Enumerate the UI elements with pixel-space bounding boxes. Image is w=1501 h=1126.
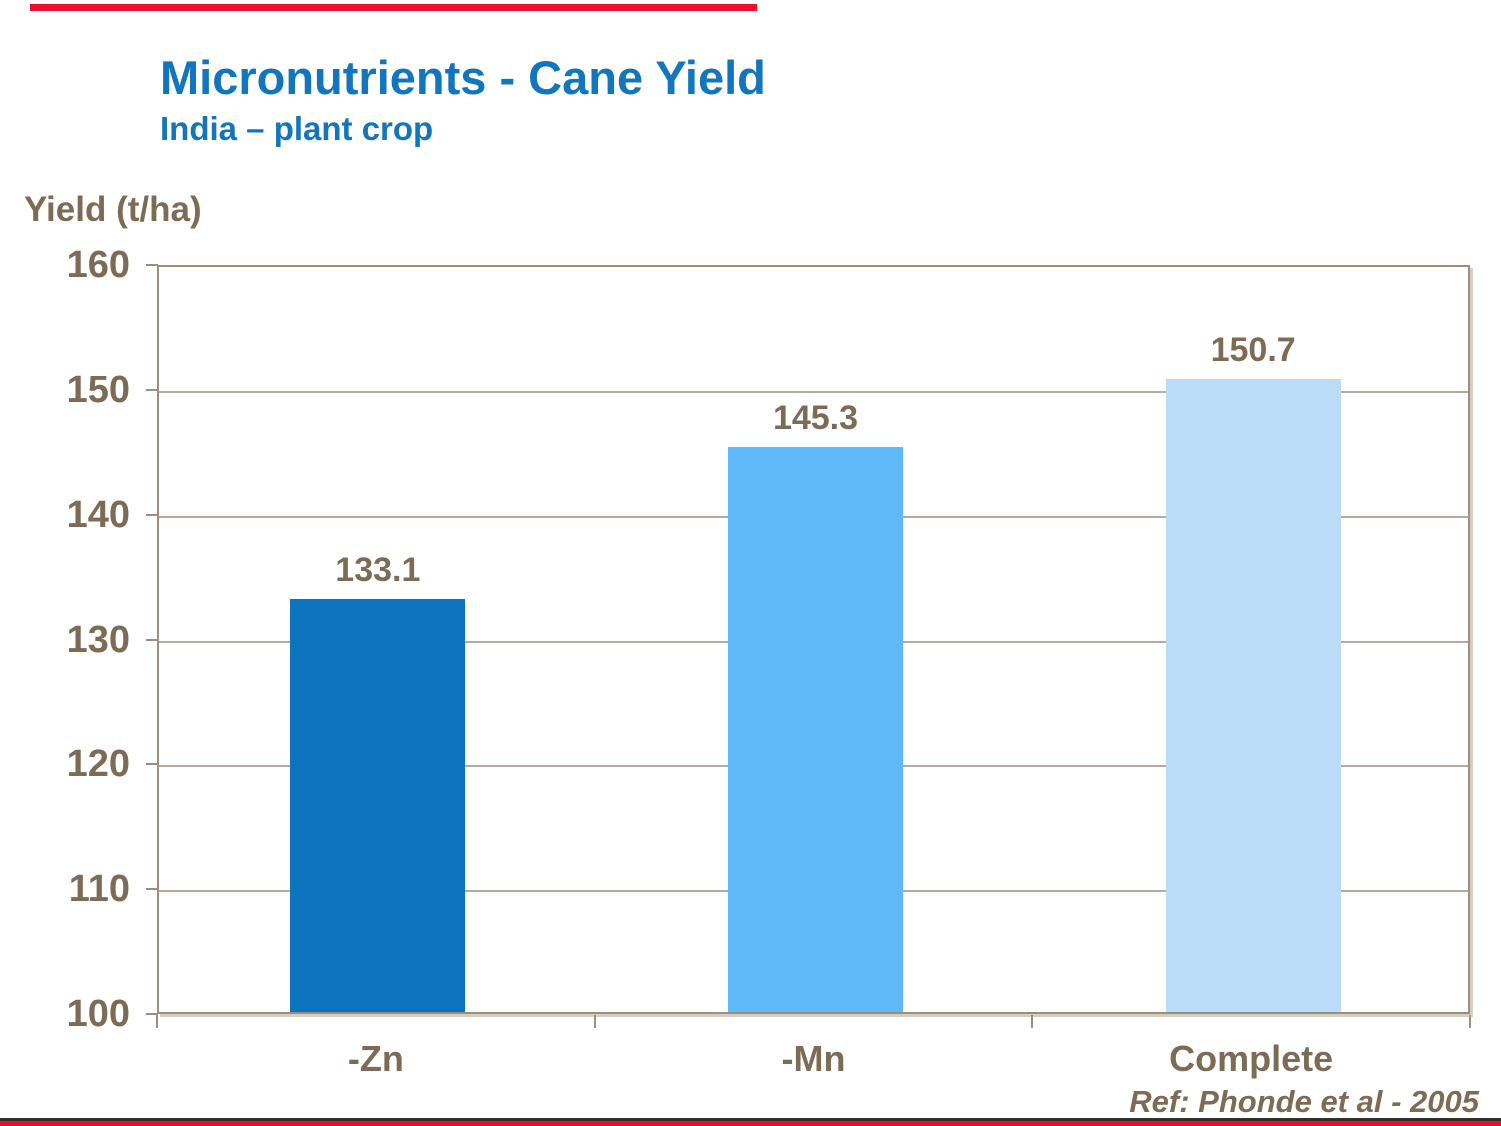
- y-tick-label-100: 100: [66, 993, 130, 1035]
- y-tick-mark-160: [146, 264, 158, 266]
- y-tick-label-120: 120: [66, 743, 130, 786]
- slide-subtitle: India – plant crop: [160, 109, 434, 147]
- bar--Zn: [290, 598, 466, 1012]
- y-tick-label-110: 110: [68, 868, 130, 911]
- x-tick-mark-3: [1469, 1015, 1471, 1028]
- data-label--Mn: 145.3: [772, 398, 859, 437]
- y-tick-mark-150: [146, 388, 158, 391]
- y-tick-mark-140: [146, 513, 158, 516]
- x-tick-mark-1: [593, 1015, 596, 1028]
- footer-rule: [0, 1118, 1501, 1121]
- gridline-150: [159, 390, 1468, 393]
- bottom-accent-red-bar: [0, 1121, 1501, 1126]
- x-tick-mark-0: [156, 1015, 158, 1028]
- slide-title: Micronutrients - Cane Yield: [160, 51, 766, 104]
- data-label--Zn: 133.1: [335, 550, 421, 589]
- y-axis-title: Yield (t/ha): [24, 190, 202, 229]
- y-tick-mark-110: [146, 888, 158, 891]
- x-tick-mark-2: [1031, 1015, 1034, 1028]
- y-tick-mark-100: [146, 1013, 158, 1015]
- y-tick-label-160: 160: [66, 244, 130, 286]
- y-tick-label-140: 140: [66, 493, 130, 536]
- y-tick-label-150: 150: [66, 368, 130, 411]
- y-tick-label-130: 130: [66, 618, 130, 661]
- x-tick-label--Zn: -Zn: [347, 1038, 404, 1079]
- data-label-Complete: 150.7: [1210, 331, 1296, 370]
- top-accent-red-bar: [30, 4, 757, 11]
- chart-plot-area: 133.1 145.3 150.7: [157, 265, 1470, 1014]
- x-tick-label-Complete: Complete: [1169, 1038, 1334, 1079]
- x-tick-label--Mn: -Mn: [781, 1038, 846, 1079]
- bar--Mn: [728, 446, 903, 1012]
- bar-Complete: [1165, 379, 1341, 1012]
- title-block: Micronutrients - Cane Yield India – plan…: [160, 52, 766, 148]
- y-tick-mark-130: [146, 638, 158, 641]
- y-tick-mark-120: [146, 763, 158, 766]
- reference-text: Ref: Phonde et al - 2005: [1129, 1084, 1479, 1119]
